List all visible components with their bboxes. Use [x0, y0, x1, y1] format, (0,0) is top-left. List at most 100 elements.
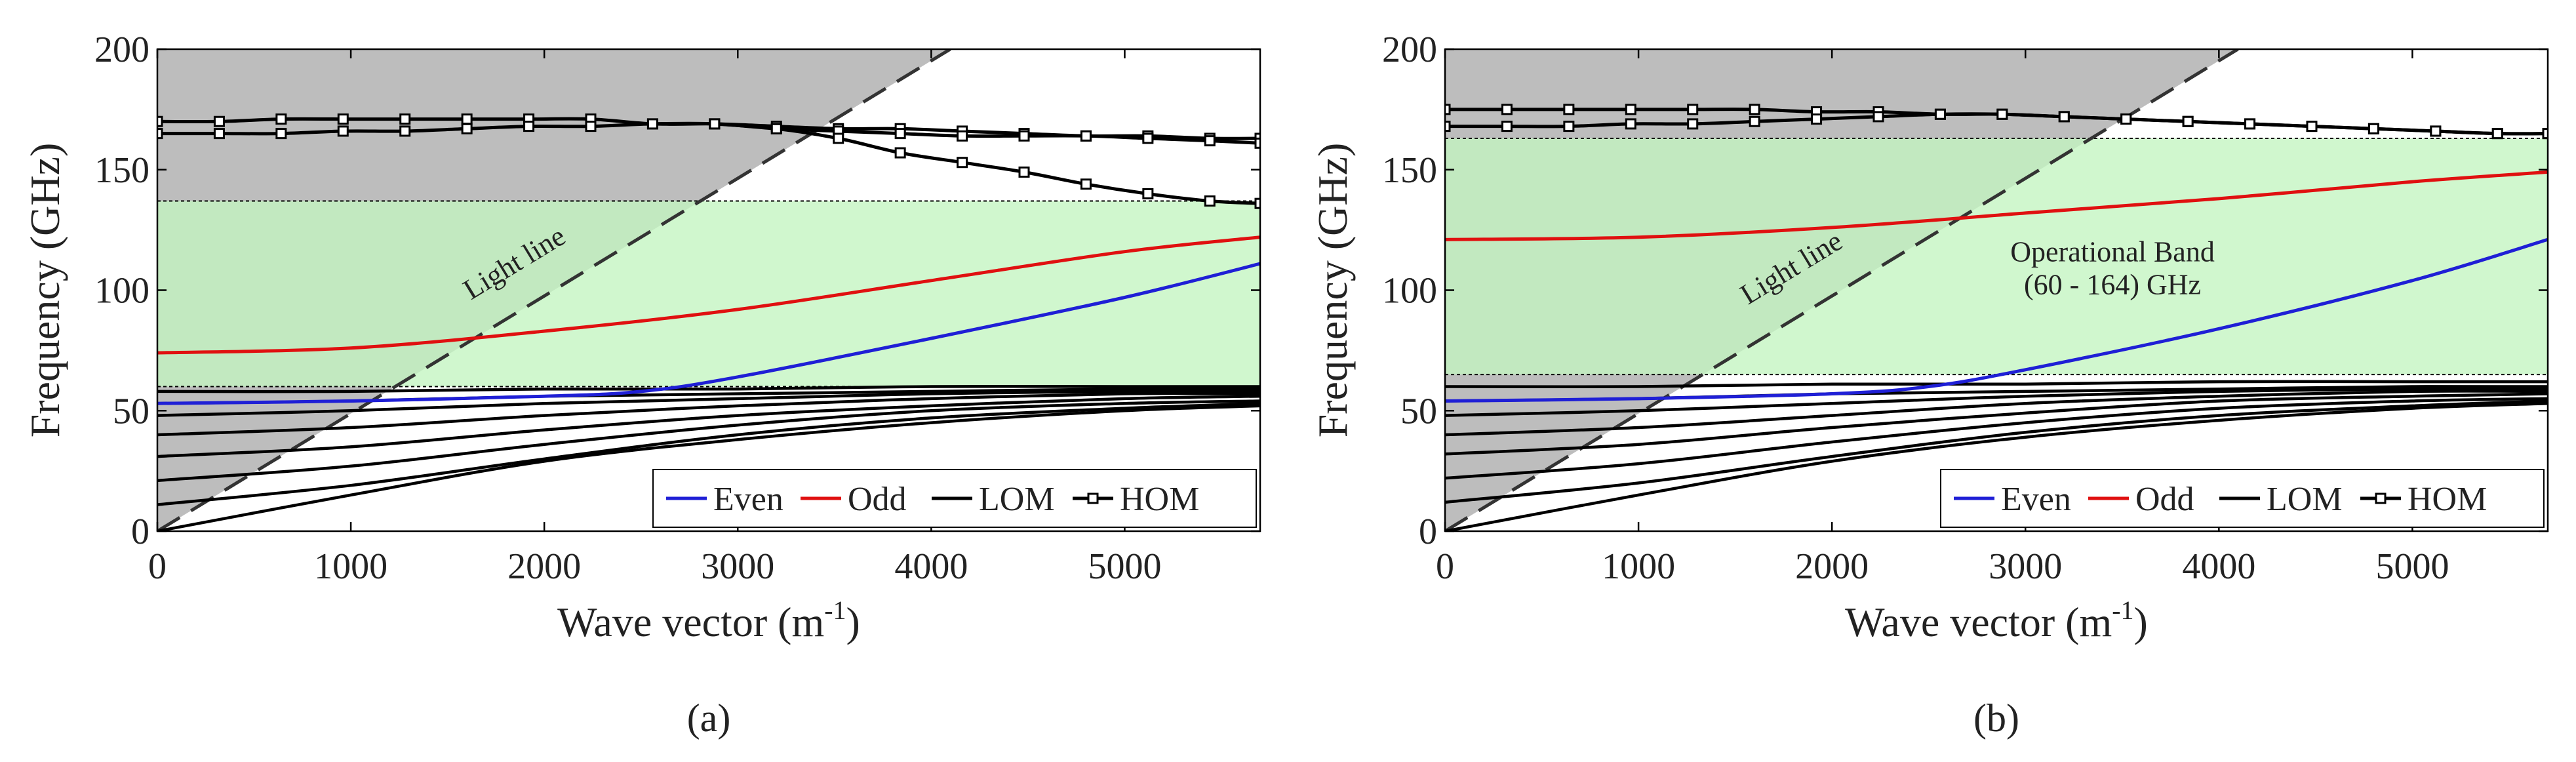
- series-lom-line-2: [157, 384, 1260, 393]
- band-annotation-line-1: (60 - 164) GHz: [2024, 268, 2201, 300]
- y-tick-label-150: 150: [1382, 150, 1437, 191]
- legend-label-2: LOM: [2267, 481, 2343, 518]
- hom-marker-10-4: [399, 113, 411, 125]
- series-lom-line-9: [1445, 401, 2548, 531]
- legend-label-1: Odd: [848, 481, 907, 518]
- hom-marker-10-4: [1687, 104, 1699, 115]
- series-lom-line-5: [1445, 390, 2548, 437]
- series-lom-line-4: [1445, 387, 2548, 417]
- hom-marker-11-13: [957, 130, 968, 142]
- x-tick-label-5000: 5000: [2375, 546, 2449, 587]
- hom-marker-11-13: [2244, 118, 2256, 130]
- hom-marker-11-12: [894, 128, 906, 140]
- x-tick-label-1000: 1000: [314, 546, 387, 587]
- legend: Even Odd LOM HOM: [1940, 469, 2545, 528]
- x-axis-label: Wave vector (m-1): [1845, 595, 2148, 645]
- hom-marker-11-2: [275, 128, 287, 140]
- hom-marker-10-3: [337, 113, 349, 125]
- hom-marker-12-2: [833, 132, 844, 144]
- hom-marker-11-18: [2542, 128, 2548, 140]
- hom-marker-11-9: [1996, 108, 2008, 120]
- hom-marker-10-1: [1501, 104, 1513, 115]
- plot-area: [157, 49, 1260, 531]
- y-tick-label-200: 200: [94, 30, 149, 70]
- hom-marker-11-3: [337, 125, 349, 137]
- hom-marker-10-2: [275, 113, 287, 125]
- shaded-band: [1445, 138, 2548, 375]
- x-tick-label-0: 0: [148, 546, 167, 587]
- panel-label: (a): [687, 696, 731, 740]
- legend-marker-3: [2375, 492, 2387, 504]
- y-tick-label-0: 0: [1419, 511, 1437, 552]
- hom-marker-11-7: [585, 121, 597, 132]
- hom-marker-11-17: [2491, 128, 2503, 140]
- hom-marker-10-0: [157, 115, 163, 127]
- hom-marker-11-16: [1142, 132, 1154, 144]
- y-axis-label: Frequency (GHz): [1309, 143, 1356, 438]
- y-axis-label: Frequency (GHz): [22, 143, 68, 438]
- legend-label-0: Even: [2001, 481, 2071, 518]
- hom-marker-12-5: [1018, 166, 1030, 178]
- hom-marker-12-6: [1080, 178, 1092, 190]
- hom-marker-12-3: [894, 147, 906, 159]
- series-lom-line-8: [157, 401, 1260, 506]
- y-tick-label-50: 50: [113, 391, 149, 431]
- x-tick-label-2000: 2000: [507, 546, 581, 587]
- hom-marker-11-8: [646, 118, 658, 130]
- series-lom-line-6: [157, 394, 1260, 458]
- hom-marker-12-4: [957, 157, 968, 169]
- y-tick-label-200: 200: [1382, 30, 1437, 70]
- series-lom-line-9: [157, 404, 1260, 531]
- hom-marker-11-4: [399, 125, 411, 137]
- hom-marker-11-2: [1563, 121, 1575, 132]
- hom-marker-11-6: [1811, 113, 1823, 125]
- series-odd-line-1: [1445, 170, 2548, 241]
- series-lom-line-7: [157, 399, 1260, 483]
- x-tick-label-2000: 2000: [1795, 546, 1869, 587]
- y-tick-label-100: 100: [1382, 271, 1437, 311]
- hom-marker-10-1: [213, 115, 225, 127]
- hom-marker-11-4: [1687, 118, 1699, 130]
- hom-marker-10-5: [1749, 104, 1760, 115]
- y-tick-label-150: 150: [94, 150, 149, 191]
- hom-marker-12-9: [1254, 197, 1260, 209]
- hom-marker-11-11: [2120, 113, 2132, 125]
- panel-b: Light line Operational Band(60 - 164) GHz…: [1309, 30, 2549, 740]
- legend-label-1: Odd: [2135, 481, 2194, 518]
- series-lom-line-7: [1445, 397, 2548, 480]
- hom-marker-11-1: [1501, 121, 1513, 132]
- series-odd-line-1: [157, 235, 1260, 355]
- legend-label-3: HOM: [1120, 481, 1199, 518]
- hom-marker-11-14: [1018, 130, 1030, 142]
- hom-marker-11-3: [1625, 118, 1636, 130]
- y-tick-label-50: 50: [1400, 391, 1437, 431]
- hom-marker-12-7: [1142, 188, 1154, 199]
- hom-marker-10-5: [461, 113, 473, 125]
- x-tick-label-0: 0: [1436, 546, 1454, 587]
- x-tick-label-3000: 3000: [701, 546, 774, 587]
- legend-label-0: Even: [713, 481, 783, 518]
- shaded-band: [157, 201, 1260, 387]
- hom-marker-11-5: [1749, 115, 1760, 127]
- legend-label-3: HOM: [2408, 481, 2487, 518]
- hom-marker-11-10: [2058, 111, 2070, 123]
- hom-marker-11-6: [523, 121, 535, 132]
- plot-area: [1445, 49, 2548, 531]
- x-tick-label-1000: 1000: [1602, 546, 1675, 587]
- hom-marker-11-0: [1445, 121, 1451, 132]
- hom-marker-11-15: [1080, 130, 1092, 142]
- band-annotation-line-0: Operational Band: [2010, 235, 2215, 268]
- hom-marker-11-5: [461, 123, 473, 134]
- hom-marker-11-18: [1254, 137, 1260, 149]
- y-tick-label-0: 0: [131, 511, 149, 552]
- legend: Even Odd LOM HOM: [652, 469, 1257, 528]
- hom-marker-10-2: [1563, 104, 1575, 115]
- series-lom-line-2: [1445, 380, 2548, 389]
- hom-marker-11-12: [2182, 115, 2194, 127]
- x-tick-label-5000: 5000: [1088, 546, 1161, 587]
- hom-marker-12-8: [1204, 195, 1216, 207]
- hom-marker-11-17: [1204, 135, 1216, 147]
- hom-marker-12-1: [770, 123, 782, 134]
